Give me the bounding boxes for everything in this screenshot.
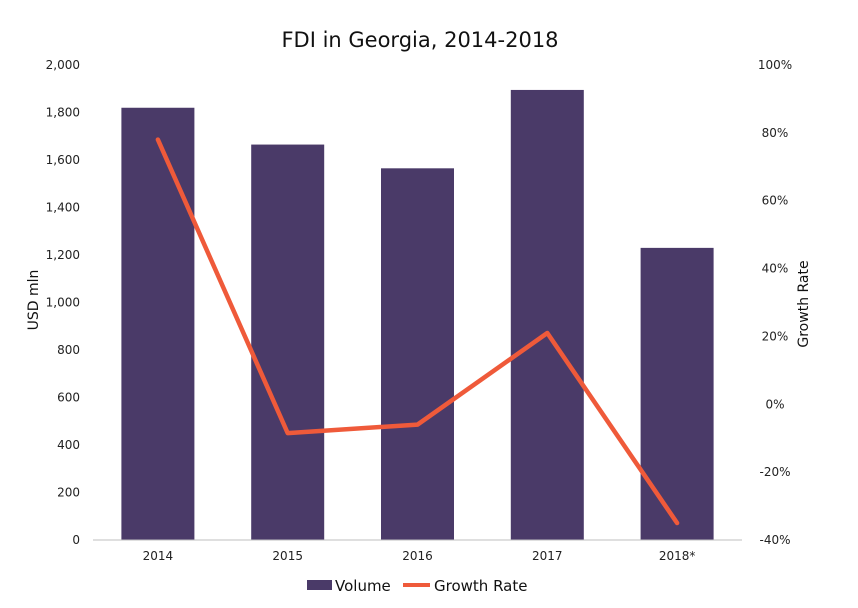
bar-2017 xyxy=(510,89,584,540)
left-axis-title: USD mln xyxy=(26,270,42,331)
legend: Volume Growth Rate xyxy=(307,577,527,595)
right-tick-label: 100% xyxy=(758,58,792,72)
right-tick-label: 60% xyxy=(762,194,789,208)
bar-2015 xyxy=(251,144,325,540)
bar-2018 xyxy=(640,247,714,540)
bar-2014 xyxy=(121,107,195,540)
left-tick-label: 1,800 xyxy=(46,106,80,120)
right-tick-label: -20% xyxy=(759,465,790,479)
right-tick-label: 80% xyxy=(762,126,789,140)
left-tick-label: 600 xyxy=(57,391,80,405)
left-tick-label: 0 xyxy=(72,533,80,547)
chart-title: FDI in Georgia, 2014-2018 xyxy=(281,28,558,52)
left-tick-label: 1,000 xyxy=(46,296,80,310)
x-tick-label: 2015 xyxy=(272,549,303,563)
x-axis-ticks: 2014 2015 2016 2017 2018* xyxy=(143,549,696,563)
right-tick-label: 0% xyxy=(765,397,784,411)
x-tick-label: 2018* xyxy=(659,549,696,563)
legend-label-growth-rate: Growth Rate xyxy=(434,577,527,595)
legend-swatch-volume xyxy=(307,580,332,590)
left-tick-label: 400 xyxy=(57,438,80,452)
bar-2016 xyxy=(381,168,454,540)
left-tick-label: 2,000 xyxy=(46,58,80,72)
right-tick-label: -40% xyxy=(759,533,790,547)
right-tick-label: 40% xyxy=(762,262,789,276)
left-tick-label: 200 xyxy=(57,486,80,500)
left-tick-label: 1,600 xyxy=(46,153,80,167)
left-axis-ticks: 0 200 400 600 800 1,000 1,200 1,400 1,600 1,800 2,… xyxy=(46,58,80,547)
left-tick-label: 800 xyxy=(57,343,80,357)
left-tick-label: 1,400 xyxy=(46,201,80,215)
x-tick-label: 2014 xyxy=(143,549,174,563)
right-tick-label: 20% xyxy=(762,329,789,343)
right-axis-ticks: -40% -20% 0% 20% 40% 60% 80% 100% xyxy=(758,58,792,547)
legend-label-volume: Volume xyxy=(335,577,391,595)
left-tick-label: 1,200 xyxy=(46,248,80,262)
x-tick-label: 2017 xyxy=(532,549,563,563)
x-tick-label: 2016 xyxy=(402,549,433,563)
line-series-growth-rate xyxy=(155,137,680,526)
right-axis-title: Growth Rate xyxy=(796,260,812,347)
bar-series-volume xyxy=(121,89,714,540)
